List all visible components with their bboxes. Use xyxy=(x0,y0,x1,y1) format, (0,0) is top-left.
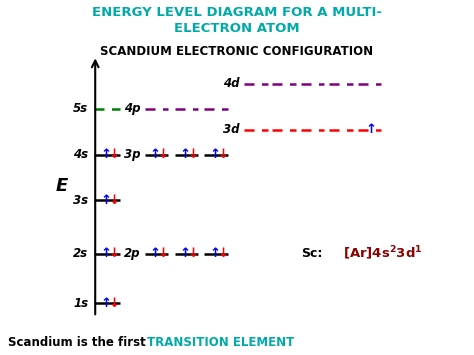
Text: 2p: 2p xyxy=(124,247,140,260)
Text: ↓: ↓ xyxy=(188,148,199,161)
Text: $\mathbf{[Ar]4s^23d^1}$: $\mathbf{[Ar]4s^23d^1}$ xyxy=(343,245,423,262)
Text: ↓: ↓ xyxy=(108,148,119,161)
Text: ↑: ↑ xyxy=(209,247,220,260)
Text: ENERGY LEVEL DIAGRAM FOR A MULTI-
ELECTRON ATOM: ENERGY LEVEL DIAGRAM FOR A MULTI- ELECTR… xyxy=(92,6,382,35)
Text: ↑: ↑ xyxy=(150,148,161,161)
Text: ↓: ↓ xyxy=(217,148,228,161)
Text: ↑: ↑ xyxy=(150,247,161,260)
Text: 3s: 3s xyxy=(73,194,88,207)
Text: ↓: ↓ xyxy=(108,296,119,310)
Text: 5s: 5s xyxy=(73,102,88,115)
Text: ↑: ↑ xyxy=(100,194,112,207)
Text: 4s: 4s xyxy=(73,148,88,161)
Text: ↓: ↓ xyxy=(108,194,119,207)
Text: ↑: ↑ xyxy=(209,148,220,161)
Text: 4p: 4p xyxy=(124,102,140,115)
Text: ↓: ↓ xyxy=(158,247,169,260)
Text: 3p: 3p xyxy=(124,148,140,161)
Text: ↓: ↓ xyxy=(108,247,119,260)
Text: ↓: ↓ xyxy=(158,148,169,161)
Text: ↑: ↑ xyxy=(180,247,191,260)
Text: ↑: ↑ xyxy=(365,123,377,136)
Text: ↑: ↑ xyxy=(100,148,112,161)
Text: ↑: ↑ xyxy=(100,296,112,310)
Text: TRANSITION ELEMENT: TRANSITION ELEMENT xyxy=(147,336,294,349)
Text: E: E xyxy=(56,178,68,195)
Text: 2s: 2s xyxy=(73,247,88,260)
Text: 3d: 3d xyxy=(223,123,239,136)
Text: ↑: ↑ xyxy=(100,247,112,260)
Text: Scandium is the first: Scandium is the first xyxy=(8,336,150,349)
Text: 1s: 1s xyxy=(73,296,88,310)
Text: ↓: ↓ xyxy=(217,247,228,260)
Text: Sc:: Sc: xyxy=(301,247,322,260)
Text: ↑: ↑ xyxy=(180,148,191,161)
Text: 4d: 4d xyxy=(223,77,239,90)
Text: SCANDIUM ELECTRONIC CONFIGURATION: SCANDIUM ELECTRONIC CONFIGURATION xyxy=(100,45,374,58)
Text: ↓: ↓ xyxy=(188,247,199,260)
